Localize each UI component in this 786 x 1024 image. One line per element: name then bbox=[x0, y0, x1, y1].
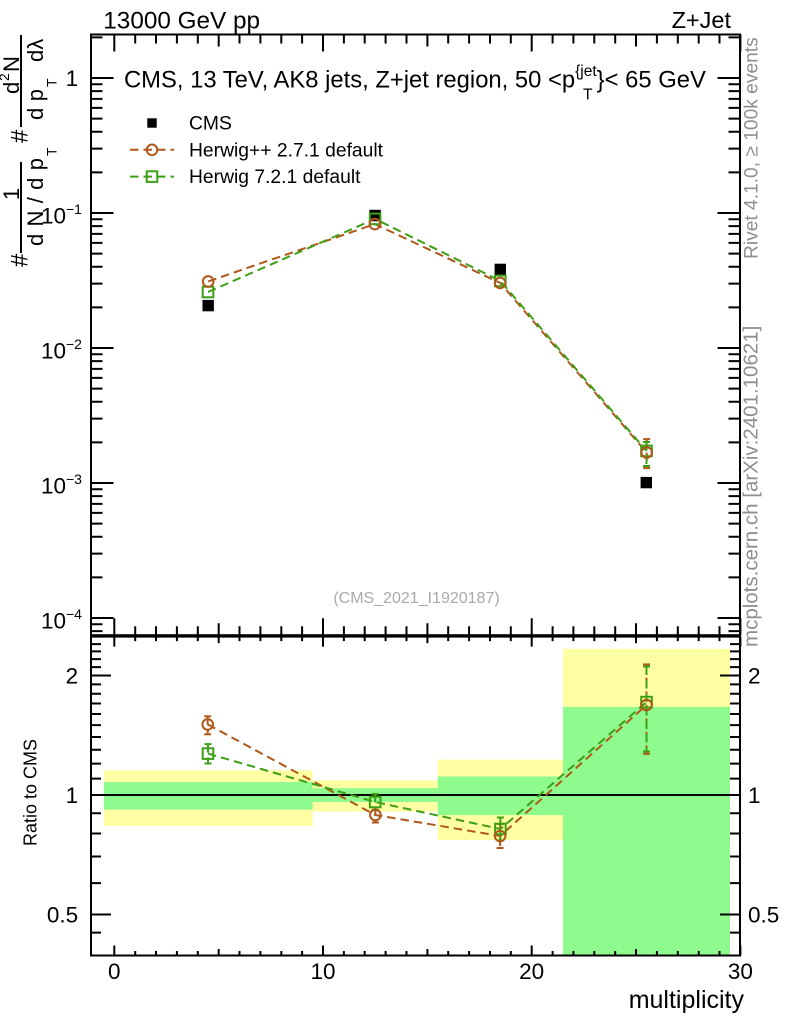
svg-text:Herwig 7.2.1 default: Herwig 7.2.1 default bbox=[189, 167, 361, 188]
svg-text:T: T bbox=[44, 78, 60, 87]
svg-text:2: 2 bbox=[66, 664, 79, 689]
svg-text:Rivet 4.1.0, ≥ 100k events: Rivet 4.1.0, ≥ 100k events bbox=[742, 37, 763, 259]
svg-text:2: 2 bbox=[748, 664, 761, 689]
svg-text:(CMS_2021_I1920187): (CMS_2021_I1920187) bbox=[333, 590, 499, 607]
svg-text:T: T bbox=[583, 87, 593, 104]
svg-text:20: 20 bbox=[519, 959, 544, 984]
svg-text:0.5: 0.5 bbox=[47, 903, 78, 928]
svg-text:dλ: dλ bbox=[23, 39, 48, 62]
svg-text:−4: −4 bbox=[66, 606, 82, 622]
svg-text:d: d bbox=[0, 82, 24, 94]
svg-text:−3: −3 bbox=[66, 471, 82, 487]
svg-text:10: 10 bbox=[310, 959, 335, 984]
svg-text:#: # bbox=[7, 129, 34, 143]
svg-text:−2: −2 bbox=[66, 336, 82, 352]
svg-text:10: 10 bbox=[41, 609, 66, 634]
svg-text:10: 10 bbox=[41, 339, 66, 364]
svg-text:−1: −1 bbox=[66, 201, 82, 217]
svg-text:T: T bbox=[44, 147, 60, 156]
svg-text:#: # bbox=[7, 253, 34, 267]
svg-text:d N / d p: d N / d p bbox=[23, 158, 48, 246]
svg-text:10: 10 bbox=[41, 474, 66, 499]
svg-text:mcplots.cern.ch [arXiv:2401.10: mcplots.cern.ch [arXiv:2401.10621] bbox=[740, 326, 763, 647]
svg-text:2: 2 bbox=[0, 73, 12, 81]
svg-text:CMS: CMS bbox=[189, 114, 232, 135]
svg-text:30: 30 bbox=[728, 959, 753, 984]
svg-text:13000 GeV pp: 13000 GeV pp bbox=[103, 8, 260, 35]
svg-text:Herwig++ 2.7.1 default: Herwig++ 2.7.1 default bbox=[189, 140, 384, 161]
svg-text:d p: d p bbox=[23, 89, 48, 120]
svg-text:CMS, 13 TeV, AK8 jets, Z+jet r: CMS, 13 TeV, AK8 jets, Z+jet region, 50 … bbox=[124, 63, 706, 94]
svg-text:10: 10 bbox=[41, 204, 66, 229]
svg-text:1: 1 bbox=[66, 66, 79, 91]
svg-text:Z+Jet: Z+Jet bbox=[672, 7, 732, 33]
svg-text:multiplicity: multiplicity bbox=[629, 986, 745, 1014]
svg-text:0: 0 bbox=[108, 959, 121, 984]
svg-text:0.5: 0.5 bbox=[748, 903, 779, 928]
svg-text:1: 1 bbox=[66, 783, 79, 808]
svg-text:Ratio to CMS: Ratio to CMS bbox=[21, 739, 41, 846]
svg-text:1: 1 bbox=[748, 783, 761, 808]
svg-text:1: 1 bbox=[0, 188, 24, 200]
svg-text:N: N bbox=[0, 56, 24, 72]
